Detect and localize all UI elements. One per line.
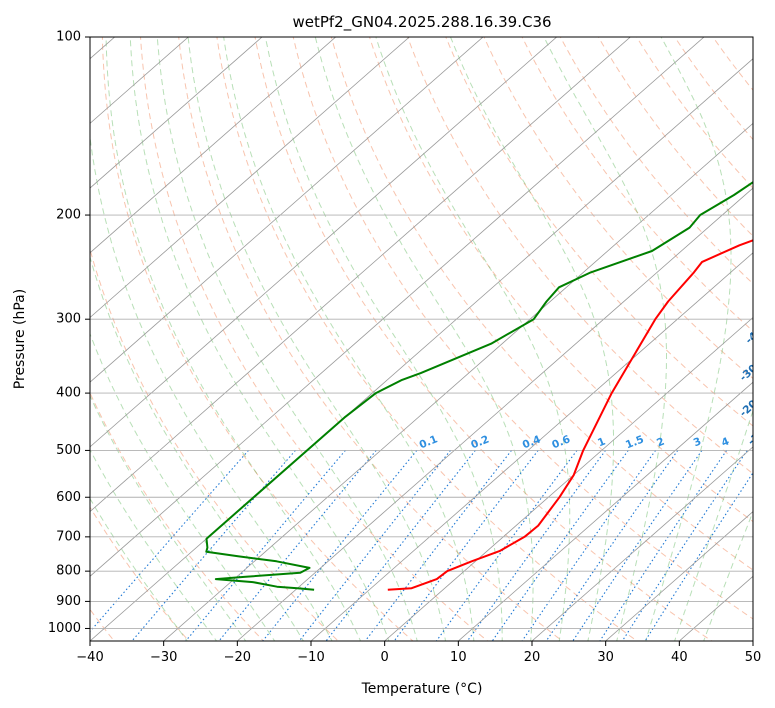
dry-adiabat-line <box>445 37 753 427</box>
mixing-ratio-label: 4 <box>720 435 731 449</box>
mixing-ratio-line <box>325 450 476 641</box>
x-tick-label: 40 <box>671 650 688 665</box>
dry-adiabat-label: -40 <box>743 325 765 347</box>
dry-adiabat-label: -10 <box>746 426 768 448</box>
y-tick-label: 300 <box>56 312 81 327</box>
dry-adiabat-line <box>139 37 489 641</box>
dry-adiabat-line <box>178 37 564 641</box>
chart-title: wetPf2_GN04.2025.288.16.39.C36 <box>292 13 551 32</box>
isotherm-line <box>90 37 337 254</box>
isotherm-line <box>236 187 753 641</box>
isotherms <box>90 37 753 641</box>
dry-adiabat-line <box>407 37 753 475</box>
x-tick-label: 30 <box>597 650 614 665</box>
mixing-ratio-line <box>364 450 512 641</box>
y-tick-label: 500 <box>56 443 81 458</box>
isotherm-line <box>163 122 753 641</box>
dewpoint-profile-line <box>205 180 753 591</box>
isotherm-line <box>384 316 753 641</box>
isotherm-line <box>531 446 753 641</box>
y-tick-label: 400 <box>56 386 81 401</box>
isotherm-line <box>90 37 631 513</box>
y-tick-label: 800 <box>56 564 81 579</box>
x-axis-label: Temperature (°C) <box>361 681 483 697</box>
x-tick-label: 20 <box>524 650 541 665</box>
y-tick-label: 900 <box>56 594 81 609</box>
mixing-ratio-line <box>90 450 249 633</box>
moist-adiabat-line <box>90 133 333 641</box>
x-tick-label: 0 <box>381 650 389 665</box>
isobars <box>90 37 753 629</box>
x-tick-label: 10 <box>450 650 467 665</box>
isotherm-line <box>90 37 484 383</box>
mixing-ratio-label: 3 <box>692 435 703 449</box>
x-tick-label: −30 <box>150 650 177 665</box>
isotherm-line <box>605 511 753 641</box>
mixing-ratio-label: 2 <box>655 435 666 449</box>
isotherm-line <box>310 252 753 641</box>
y-axis-label: Pressure (hPa) <box>12 289 28 389</box>
x-tick-label: 50 <box>745 650 762 665</box>
temperature-profile-line <box>387 239 753 591</box>
mixing-ratio-line <box>572 450 703 641</box>
dry-adiabat-line <box>368 37 753 523</box>
x-tick-label: −40 <box>76 650 103 665</box>
isotherm-line <box>90 37 410 319</box>
mixing-ratio-line <box>599 450 728 641</box>
y-tick-label: 600 <box>56 490 81 505</box>
profiles <box>205 180 753 591</box>
mixing-ratio-line <box>621 450 748 641</box>
y-tick-label: 1000 <box>48 621 81 636</box>
dry-adiabat-line <box>521 37 753 332</box>
y-tick-label: 700 <box>56 529 81 544</box>
plot-frame <box>89 36 754 642</box>
mixing-ratio-line <box>262 450 418 641</box>
mixing-ratio-line <box>298 450 451 641</box>
plot-area: -100-90-80-70-60-50-40-30-20-10010203040… <box>90 37 768 641</box>
y-tick-label: 200 <box>56 208 81 223</box>
x-tick-label: −10 <box>297 650 324 665</box>
mixing-ratio-line <box>218 450 377 641</box>
isotherm-line <box>457 381 753 641</box>
dry-adiabat-line <box>559 37 753 285</box>
mixing-ratio-line <box>644 471 753 641</box>
mixing-ratio-label: 1 <box>596 436 607 450</box>
isotherm-line <box>90 37 705 577</box>
y-tick-label: 100 <box>56 30 81 45</box>
isotherm-line <box>90 58 753 641</box>
mixing-ratio-line <box>185 450 346 641</box>
mixing-ratio-line <box>393 450 539 641</box>
isotherm-line <box>90 37 558 448</box>
dry-adiabat-line <box>330 37 753 571</box>
isotherm-line <box>90 37 263 189</box>
x-tick-label: −20 <box>224 650 251 665</box>
axis-ticks: −40 −30 −20 −10 0 10 20 30 40 50 1000 900 800 700 600 5… <box>48 30 761 666</box>
